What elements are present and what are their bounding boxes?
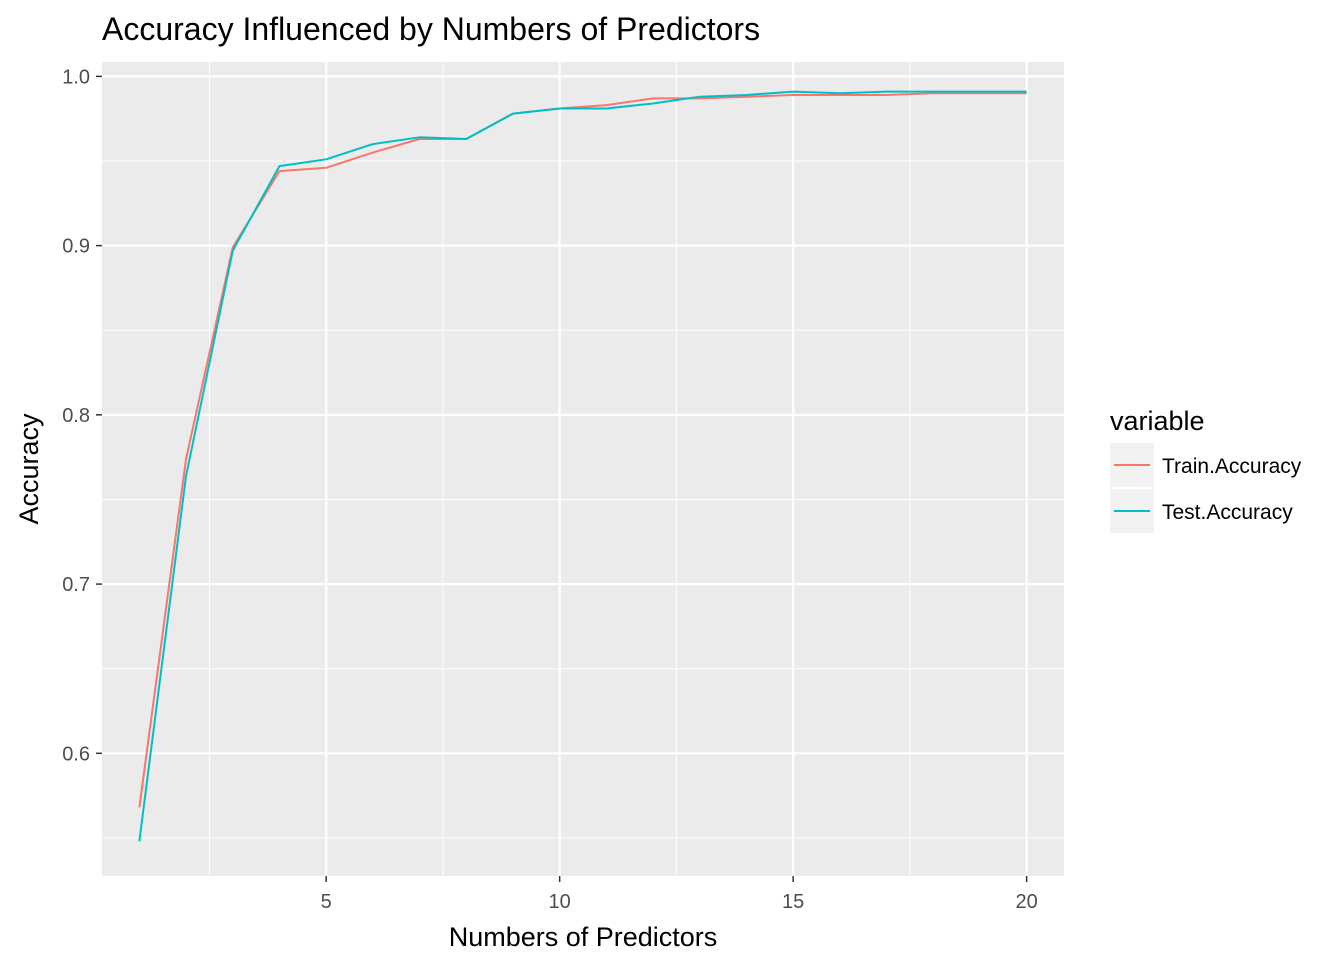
- y-axis-title: Accuracy: [14, 413, 44, 525]
- legend: variable Train.Accuracy Test.Accuracy: [1110, 406, 1302, 533]
- y-tick-label: 0.7: [62, 574, 90, 596]
- minor-gridlines: [102, 62, 1064, 876]
- y-tick-label: 0.9: [62, 236, 90, 258]
- series-lines: [138, 90, 1027, 842]
- x-tick-label: 5: [321, 891, 332, 913]
- y-tick-label: 1.0: [62, 66, 90, 88]
- series-line-train-accuracy: [138, 92, 1027, 808]
- y-axis-ticks: 0.6 0.7 0.8 0.9 1.0: [62, 66, 102, 765]
- chart-title: Accuracy Influenced by Numbers of Predic…: [102, 11, 760, 47]
- x-axis-ticks: 5 10 15 20: [321, 876, 1038, 913]
- x-tick-label: 10: [549, 891, 571, 913]
- legend-title: variable: [1110, 406, 1205, 436]
- major-gridlines: [102, 62, 1064, 876]
- legend-label: Test.Accuracy: [1162, 501, 1293, 524]
- series-line-test-accuracy: [138, 90, 1027, 842]
- x-tick-label: 15: [782, 891, 804, 913]
- x-axis-title: Numbers of Predictors: [449, 922, 718, 952]
- legend-label: Train.Accuracy: [1162, 455, 1302, 478]
- y-tick-label: 0.8: [62, 405, 90, 427]
- x-tick-label: 20: [1016, 891, 1038, 913]
- y-tick-label: 0.6: [62, 743, 90, 765]
